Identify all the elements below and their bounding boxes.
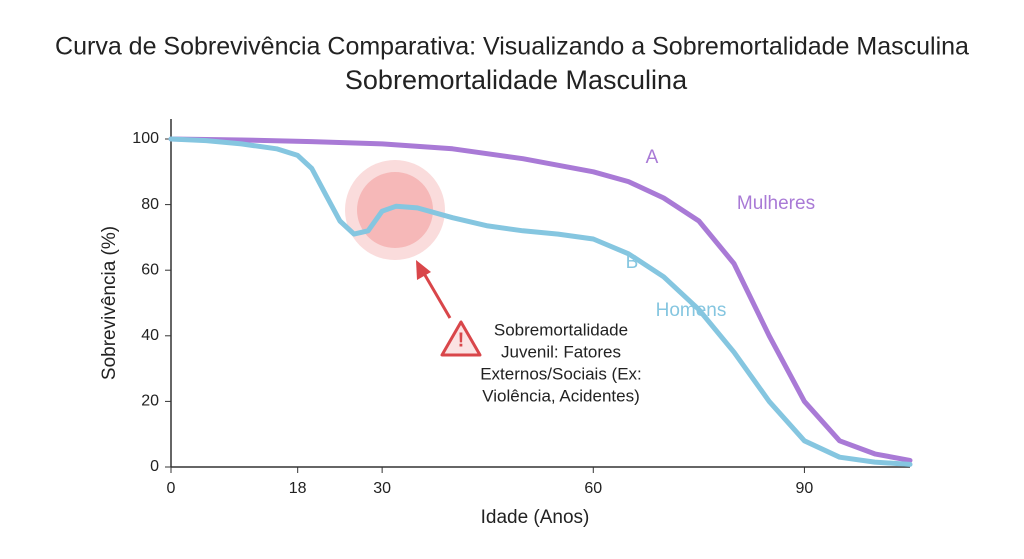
x-tick-label: 60 <box>584 480 602 497</box>
highlight <box>357 172 433 248</box>
y-tick-label: 40 <box>141 327 159 344</box>
warning-mark: ! <box>458 329 465 351</box>
survival-line <box>168 136 913 467</box>
series-label: Homens <box>656 300 727 321</box>
y-axis-label: Sobrevivência (%) <box>99 226 120 380</box>
y-tick-label: 80 <box>141 196 159 213</box>
chart-title: Curva de Sobrevivência Comparativa: Visu… <box>55 33 969 61</box>
arrow-head <box>416 260 431 280</box>
y-tick-label: 20 <box>141 393 159 410</box>
y-tick-label: 0 <box>150 458 159 475</box>
x-tick-label: 30 <box>373 480 391 497</box>
series-label: Mulheres <box>737 193 815 214</box>
survival-line <box>168 136 913 463</box>
series-tag: B <box>626 252 639 273</box>
annotation-text: Violência, Acidentes) <box>482 386 640 405</box>
x-tick-label: 90 <box>796 480 814 497</box>
annotation-arrow <box>420 269 452 319</box>
y-tick-label: 60 <box>141 261 159 278</box>
x-tick-label: 0 <box>167 480 176 497</box>
x-tick-label: 18 <box>289 480 307 497</box>
annotation-text: Externos/Sociais (Ex: <box>480 364 642 383</box>
warning-icon <box>440 320 482 357</box>
annotation-text: Juvenil: Fatores <box>501 342 621 361</box>
series-tag: A <box>646 147 659 168</box>
y-tick-label: 100 <box>132 130 159 147</box>
chart-subtitle: Sobremortalidade Masculina <box>345 65 688 95</box>
x-axis-label: Idade (Anos) <box>481 507 590 528</box>
annotation-text: Sobremortalidade <box>494 320 628 339</box>
